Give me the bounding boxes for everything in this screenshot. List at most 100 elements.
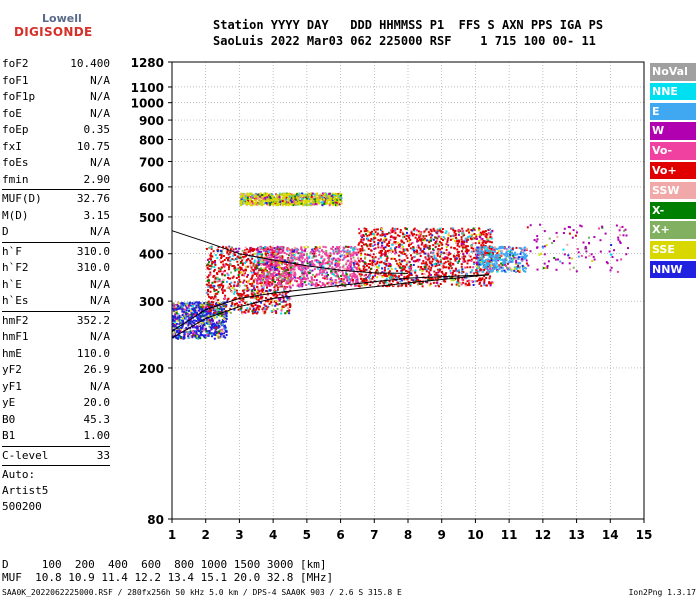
echo-point: [460, 244, 463, 247]
echo-point: [222, 314, 225, 317]
echo-point: [362, 234, 365, 236]
echo-point: [350, 257, 353, 260]
echo-point: [174, 306, 177, 308]
echo-point: [360, 245, 363, 247]
echo-point: [253, 264, 256, 267]
echo-point: [278, 270, 280, 273]
echo-point: [208, 329, 211, 332]
echo-point: [275, 274, 278, 276]
echo-point: [302, 194, 305, 197]
echo-point: [358, 232, 361, 235]
echo-point: [306, 192, 309, 195]
echo-point: [372, 261, 374, 264]
echo-point: [295, 203, 298, 206]
echo-point: [302, 199, 305, 202]
echo-point: [471, 280, 474, 283]
echo-point: [271, 279, 274, 281]
echo-point: [249, 196, 252, 198]
echo-point: [236, 268, 239, 271]
echo-point: [394, 238, 397, 240]
parameter-name: h`Es: [2, 294, 29, 307]
echo-point: [449, 263, 452, 266]
echo-point: [431, 264, 434, 267]
echo-point: [265, 308, 268, 311]
echo-point: [236, 257, 239, 260]
echo-point: [458, 229, 461, 232]
echo-point: [412, 279, 415, 282]
echo-point: [295, 256, 298, 259]
echo-point: [300, 279, 303, 282]
echo-point: [393, 258, 396, 260]
echo-point: [353, 259, 356, 262]
echo-point: [322, 193, 325, 196]
echo-point: [329, 200, 332, 203]
echo-point: [261, 202, 264, 205]
echo-point: [290, 255, 293, 258]
echo-point: [406, 248, 409, 251]
echo-point: [441, 243, 444, 246]
echo-point: [254, 266, 257, 269]
echo-point: [253, 311, 256, 314]
echo-point: [301, 268, 304, 271]
autoscale-line2: Artist5: [2, 484, 49, 497]
echo-point: [323, 201, 326, 204]
echo-point: [225, 320, 227, 323]
echo-point: [264, 283, 267, 286]
echo-point: [336, 201, 339, 204]
echo-point: [178, 319, 181, 322]
echo-point: [372, 276, 375, 278]
echo-point: [410, 266, 413, 269]
echo-point: [188, 333, 191, 336]
echo-point: [190, 304, 193, 307]
echo-point: [176, 317, 179, 320]
echo-point: [438, 270, 441, 273]
echo-point: [221, 260, 224, 263]
echo-point: [483, 253, 486, 256]
echo-point: [288, 202, 291, 205]
echo-point: [489, 284, 492, 287]
echo-point: [374, 256, 377, 259]
echo-point: [223, 269, 226, 272]
echo-point: [479, 231, 482, 234]
echo-point: [449, 238, 452, 241]
echo-point: [310, 192, 313, 195]
echo-point: [470, 258, 473, 261]
echo-point: [480, 246, 483, 249]
echo-point: [270, 268, 273, 271]
echo-point: [470, 271, 473, 274]
echo-point: [242, 200, 245, 203]
echo-point: [266, 196, 269, 199]
echo-point: [390, 268, 393, 271]
echo-point: [315, 283, 317, 286]
echo-point: [275, 290, 278, 293]
echo-point: [227, 268, 230, 271]
echo-point: [296, 251, 299, 254]
echo-point: [307, 262, 310, 265]
echo-point: [177, 332, 180, 335]
echo-point: [211, 260, 214, 263]
echo-point: [297, 194, 300, 197]
echo-point: [290, 261, 293, 264]
echo-point: [312, 250, 315, 253]
echo-point: [266, 273, 269, 276]
echo-point: [179, 327, 182, 330]
echo-point: [214, 295, 216, 298]
echo-point: [300, 246, 303, 249]
echo-point: [421, 249, 424, 252]
echo-point: [442, 265, 445, 268]
echo-point: [281, 198, 284, 201]
echo-point: [428, 255, 431, 258]
echo-point: [377, 270, 379, 273]
echo-point: [350, 268, 353, 271]
echo-point: [432, 238, 435, 241]
echo-point: [394, 243, 397, 245]
echo-point: [390, 275, 393, 278]
echo-point: [209, 264, 212, 267]
echo-point: [256, 304, 259, 307]
echo-point: [355, 267, 358, 269]
echo-point: [235, 289, 238, 292]
echo-point: [187, 331, 190, 334]
echo-point: [418, 258, 421, 261]
echo-point: [465, 273, 468, 276]
echo-point: [206, 301, 209, 304]
